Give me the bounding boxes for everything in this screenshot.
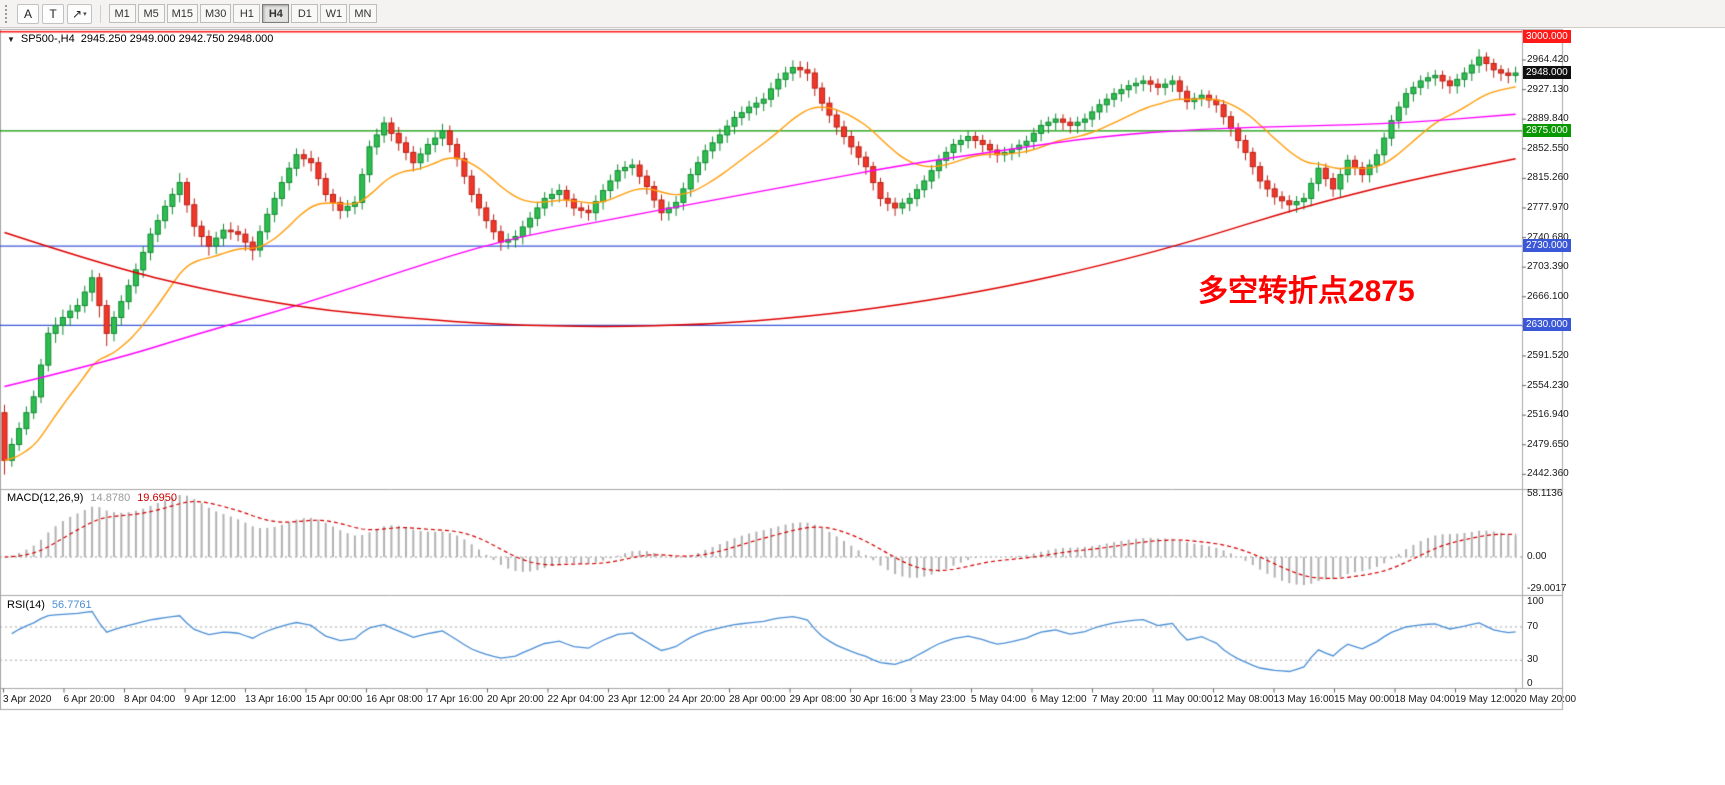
price-axis-label: 2889.840	[1527, 113, 1569, 125]
time-axis-label: 16 Apr 08:00	[366, 694, 423, 705]
price-axis-label: 2927.130	[1527, 83, 1569, 95]
macd-name: MACD(12,26,9)	[7, 492, 84, 504]
price-level-badge: 2875.000	[1523, 123, 1571, 137]
rsi-axis-label: 30	[1527, 654, 1539, 665]
rsi-name: RSI(14)	[7, 599, 45, 611]
time-axis-label: 6 Apr 20:00	[63, 694, 115, 705]
time-axis-label: 29 Apr 08:00	[789, 694, 847, 705]
macd-axis-label: 58.1136	[1527, 488, 1563, 499]
time-axis-label: 22 Apr 04:00	[547, 694, 605, 705]
chart-text-annotation[interactable]: 多空转折点2875	[1198, 275, 1415, 308]
time-axis-label: 23 Apr 12:00	[608, 694, 665, 705]
time-axis-label: 8 Apr 04:00	[124, 694, 176, 705]
rsi-axis-label: 70	[1527, 621, 1539, 632]
price-level-badge: 3000.000	[1523, 30, 1571, 43]
time-axis-label: 30 Apr 16:00	[850, 694, 907, 705]
timeframe-button-w1[interactable]: W1	[320, 4, 348, 23]
price-axis-label: 2479.650	[1527, 438, 1569, 450]
rsi-indicator-label: RSI(14) 56.7761	[7, 599, 92, 611]
time-axis-label: 9 Apr 12:00	[184, 694, 236, 705]
time-axis-label: 11 May 00:00	[1152, 694, 1213, 705]
time-axis-label: 5 May 04:00	[971, 694, 1027, 705]
time-axis-label: 3 May 23:00	[910, 694, 966, 705]
price-level-badge: 2948.000	[1523, 66, 1571, 80]
time-axis-label: 18 May 04:00	[1394, 694, 1456, 705]
time-axis-label: 7 May 20:00	[1092, 694, 1148, 705]
price-axis-label: 2591.520	[1527, 349, 1569, 361]
chart-title: ▼ SP500-,H4 2945.250 2949.000 2942.750 2…	[7, 33, 273, 45]
timeframe-button-mn[interactable]: MN	[349, 4, 377, 23]
toolbar-grip[interactable]	[5, 4, 10, 23]
price-level-badge: 2630.000	[1523, 318, 1571, 332]
arrow-icon: ↗	[72, 6, 83, 21]
timeframe-button-h4[interactable]: H4	[262, 4, 290, 23]
rsi-axis-label: 100	[1527, 596, 1544, 607]
time-axis-label: 24 Apr 20:00	[668, 694, 726, 705]
macd-axis-label: -29.0017	[1527, 583, 1567, 594]
macd-axis-label: 0.00	[1527, 551, 1547, 562]
time-axis-label: 13 Apr 16:00	[245, 694, 302, 705]
price-axis-label: 2964.420	[1527, 53, 1569, 65]
time-axis-label: 20 Apr 20:00	[487, 694, 544, 705]
toolbar-separator	[99, 4, 101, 23]
timeframe-button-m15[interactable]: M15	[166, 4, 198, 23]
price-axis-label: 2703.390	[1527, 261, 1569, 273]
time-axis-label: 6 May 12:00	[1031, 694, 1087, 705]
price-axis-label: 2852.550	[1527, 142, 1569, 154]
time-axis-label: 15 May 00:00	[1334, 694, 1395, 705]
time-axis-label: 12 May 08:00	[1213, 694, 1274, 705]
rsi-value: 56.7761	[51, 599, 92, 611]
time-axis-label: 20 May 20:00	[1515, 694, 1577, 705]
price-axis-label: 2442.360	[1527, 468, 1569, 480]
price-level-badge: 2730.000	[1523, 239, 1571, 253]
time-axis-label: 19 May 12:00	[1455, 694, 1516, 705]
text-tool-button[interactable]: T	[42, 3, 64, 24]
timeframe-button-m30[interactable]: M30	[199, 4, 232, 23]
time-axis-label: 13 May 16:00	[1273, 694, 1335, 705]
timeframe-toolbar: M1 M5 M15 M30 H1 H4 D1 W1 MN	[108, 4, 379, 23]
price-axis-label: 2740.680	[1527, 231, 1569, 243]
price-axis-label: 2516.940	[1527, 409, 1569, 421]
toolbar: A T ↗ ▾ M1 M5 M15 M30 H1 H4 D1 W1 MN	[0, 0, 1725, 28]
chart-symbol-period: SP500-,H4	[20, 33, 75, 45]
time-axis-label: 3 Apr 2020	[3, 694, 52, 705]
price-axis-label: 2666.100	[1527, 290, 1569, 302]
time-axis-label: 15 Apr 00:00	[305, 694, 363, 705]
timeframe-button-m1[interactable]: M1	[108, 4, 136, 23]
macd-signal-value: 19.6950	[137, 492, 177, 504]
chart-dropdown-icon[interactable]: ▼	[7, 34, 15, 44]
timeframe-button-d1[interactable]: D1	[291, 4, 319, 23]
price-axis-label: 2777.970	[1527, 201, 1569, 213]
price-axis-label: 2815.260	[1527, 172, 1569, 184]
arrows-tool-button[interactable]: ↗ ▾	[67, 3, 92, 24]
timeframe-button-m5[interactable]: M5	[137, 4, 165, 23]
chevron-down-icon: ▾	[83, 10, 87, 18]
rsi-axis-label: 0	[1527, 678, 1533, 689]
text-label-tool-button[interactable]: A	[17, 3, 39, 24]
time-axis-label: 28 Apr 00:00	[729, 694, 786, 705]
macd-main-value: 14.8780	[90, 492, 131, 504]
timeframe-button-h1[interactable]: H1	[233, 4, 261, 23]
price-axis-label: 2554.230	[1527, 379, 1569, 391]
macd-indicator-label: MACD(12,26,9) 14.8780 19.6950	[7, 492, 177, 504]
chart-ohlc-values: 2945.250 2949.000 2942.750 2948.000	[80, 33, 274, 45]
time-axis-label: 17 Apr 16:00	[426, 694, 484, 705]
